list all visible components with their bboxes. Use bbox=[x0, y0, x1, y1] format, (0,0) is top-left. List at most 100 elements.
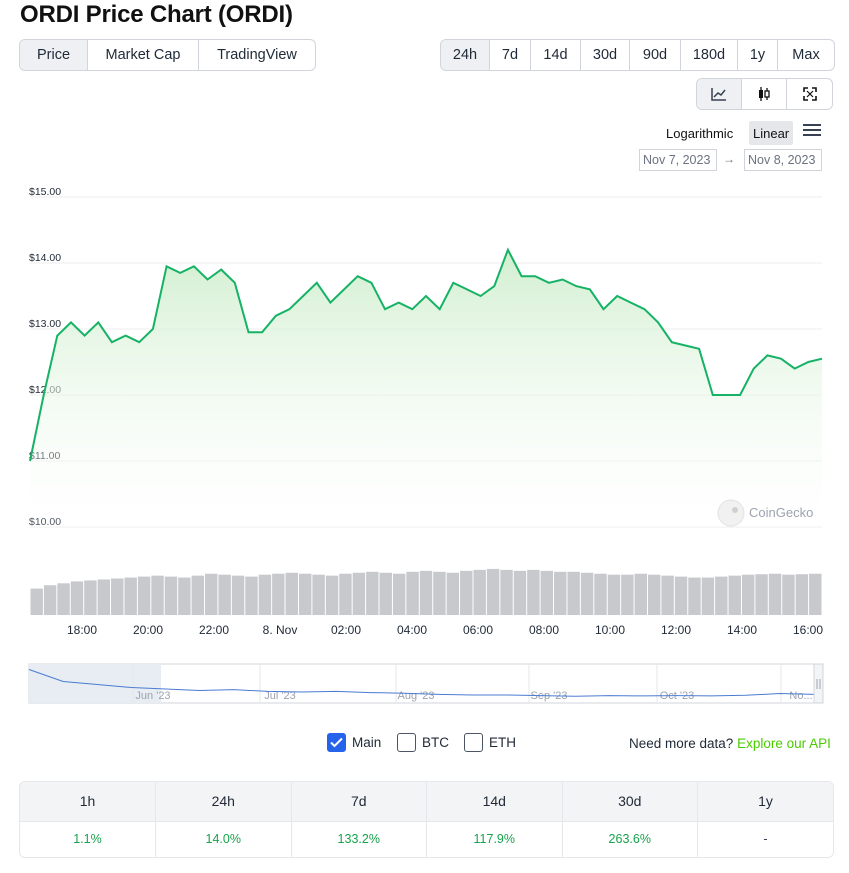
volume-bar bbox=[151, 575, 164, 615]
price-chart[interactable]: $15.00$14.00$13.00$12.00$11.00$10.00 Coi… bbox=[0, 175, 849, 710]
change-7d: 133.2% bbox=[291, 821, 427, 857]
volume-bar bbox=[433, 571, 446, 615]
line-chart-icon bbox=[711, 88, 726, 101]
legend-eth-label: ETH bbox=[489, 735, 516, 750]
navigator-labels: Jun '23 Jul '23 Aug '23 Sep '23 Oct '23 No... bbox=[132, 664, 813, 703]
volume-bars bbox=[30, 568, 822, 615]
volume-bar bbox=[607, 574, 621, 615]
volume-bar bbox=[84, 580, 97, 615]
volume-bar bbox=[701, 577, 715, 615]
volume-bar bbox=[218, 574, 231, 615]
change-24h: 14.0% bbox=[155, 821, 292, 857]
volume-bar bbox=[339, 573, 352, 615]
volume-bar bbox=[325, 575, 339, 615]
volume-bar bbox=[513, 570, 527, 615]
navigator-line bbox=[28, 669, 815, 697]
tab-market-cap[interactable]: Market Cap bbox=[88, 40, 199, 70]
fullscreen-icon bbox=[802, 87, 817, 101]
volume-bar bbox=[486, 568, 500, 615]
volume-bar bbox=[70, 581, 84, 615]
range-14d[interactable]: 14d bbox=[531, 40, 581, 70]
checkbox-checked-icon bbox=[327, 733, 346, 752]
volume-bar bbox=[782, 574, 795, 615]
volume-bar bbox=[30, 588, 43, 615]
range-7d[interactable]: 7d bbox=[490, 40, 531, 70]
x-tick-label: 12:00 bbox=[661, 623, 691, 637]
more-data-prompt: Need more data? Explore our API bbox=[629, 736, 831, 751]
volume-bar bbox=[795, 574, 809, 615]
x-tick-label: 04:00 bbox=[397, 623, 427, 637]
volume-bar bbox=[97, 579, 111, 615]
range-24h[interactable]: 24h bbox=[441, 40, 490, 70]
explore-api-link[interactable]: Explore our API bbox=[737, 736, 831, 751]
volume-bar bbox=[500, 569, 513, 615]
range-max[interactable]: Max bbox=[792, 47, 820, 63]
price-area bbox=[30, 249, 822, 528]
hamburger-menu-icon[interactable] bbox=[803, 124, 821, 138]
range-30d[interactable]: 30d bbox=[581, 40, 630, 70]
volume-bar bbox=[205, 573, 218, 615]
navigator[interactable]: Jun '23 Jul '23 Aug '23 Sep '23 Oct '23 No... bbox=[28, 663, 824, 704]
col-header-1y: 1y bbox=[697, 782, 833, 822]
volume-bar bbox=[406, 571, 419, 615]
range-1y[interactable]: 1y bbox=[738, 40, 778, 70]
chart-view-selector bbox=[696, 78, 833, 110]
change-1y: - bbox=[763, 832, 768, 847]
x-tick-label: 20:00 bbox=[133, 623, 163, 637]
range-180d[interactable]: 180d bbox=[681, 40, 738, 70]
x-tick-label: 8. Nov bbox=[263, 623, 298, 637]
volume-bar bbox=[298, 573, 312, 615]
volume-bar bbox=[231, 575, 245, 615]
volume-bar bbox=[124, 577, 137, 615]
volume-bar bbox=[312, 574, 325, 615]
date-to-input[interactable]: Nov 8, 2023 bbox=[744, 149, 822, 171]
tab-price[interactable]: Price bbox=[20, 40, 88, 70]
volume-bar bbox=[137, 576, 151, 615]
volume-bar bbox=[379, 572, 392, 615]
range-90d[interactable]: 90d bbox=[630, 40, 681, 70]
fullscreen-button[interactable] bbox=[787, 79, 832, 109]
x-tick-label: 02:00 bbox=[331, 623, 361, 637]
volume-bar bbox=[43, 585, 57, 615]
volume-bar bbox=[634, 573, 647, 615]
volume-bar bbox=[580, 572, 594, 615]
volume-bar bbox=[392, 573, 406, 615]
volume-bar bbox=[245, 576, 258, 615]
linear-toggle[interactable]: Linear bbox=[749, 121, 794, 145]
col-header-7d: 7d bbox=[291, 782, 427, 822]
x-axis-labels: 18:00 20:00 22:00 8. Nov 02:00 04:00 06:00 08:0… bbox=[67, 623, 823, 637]
volume-bar bbox=[567, 571, 580, 615]
x-tick-label: 14:00 bbox=[727, 623, 757, 637]
tab-tradingview[interactable]: TradingView bbox=[217, 47, 297, 63]
table-header-row: 1h 24h 7d 14d 30d 1y bbox=[20, 782, 833, 822]
volume-bar bbox=[366, 571, 379, 615]
volume-bar bbox=[258, 574, 272, 615]
navigator-handle[interactable] bbox=[813, 663, 824, 704]
more-data-text: Need more data? bbox=[629, 736, 734, 751]
checkbox-icon bbox=[464, 733, 483, 752]
watermark-text: CoinGecko bbox=[749, 505, 813, 520]
logarithmic-toggle[interactable]: Logarithmic bbox=[666, 125, 734, 141]
x-tick-label: 06:00 bbox=[463, 623, 493, 637]
volume-bar bbox=[809, 573, 822, 615]
legend-main[interactable]: Main bbox=[327, 733, 381, 752]
legend-eth[interactable]: ETH bbox=[464, 733, 516, 752]
price-change-table: 1h 24h 7d 14d 30d 1y 1.1% 14.0% 133.2% 1… bbox=[19, 781, 834, 858]
volume-bar bbox=[178, 577, 191, 615]
coingecko-watermark: CoinGecko bbox=[717, 499, 813, 527]
volume-bar bbox=[460, 570, 473, 615]
x-tick-label: 18:00 bbox=[67, 623, 97, 637]
volume-bar bbox=[540, 570, 554, 615]
x-tick-label: 16:00 bbox=[793, 623, 823, 637]
date-from-input[interactable]: Nov 7, 2023 bbox=[639, 149, 717, 171]
y-tick-label: $13.00 bbox=[29, 318, 61, 330]
volume-bar bbox=[688, 577, 701, 615]
legend-btc[interactable]: BTC bbox=[397, 733, 449, 752]
x-tick-label: 10:00 bbox=[595, 623, 625, 637]
navigator-label: Jul '23 bbox=[264, 690, 295, 702]
candlestick-icon bbox=[759, 87, 770, 101]
candlestick-button[interactable] bbox=[742, 79, 787, 109]
volume-bar bbox=[446, 572, 460, 615]
line-chart-button[interactable] bbox=[697, 79, 742, 109]
volume-bar bbox=[661, 575, 674, 615]
